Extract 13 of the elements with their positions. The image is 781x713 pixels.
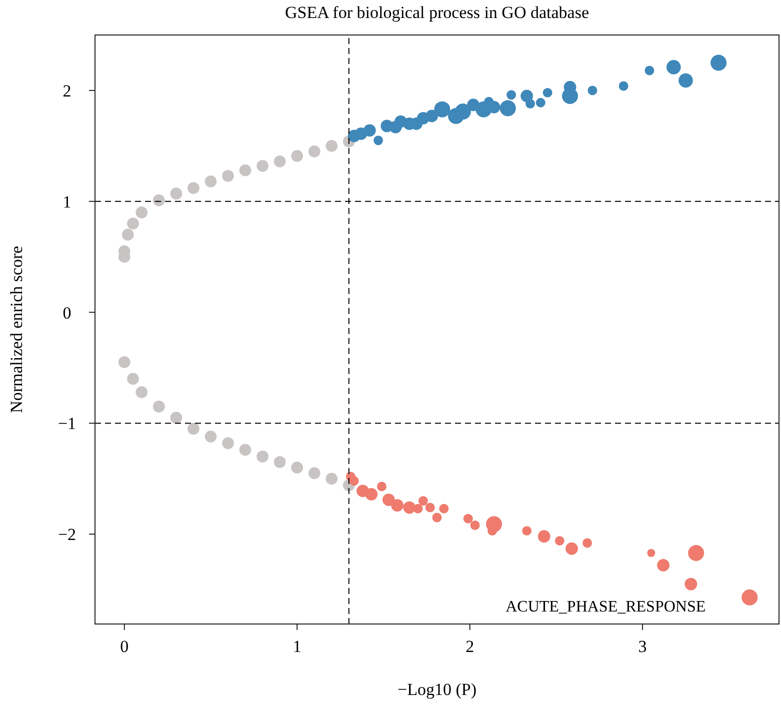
y-tick-label: −1 bbox=[58, 414, 76, 434]
x-axis-title: −Log10 (P) bbox=[398, 680, 476, 699]
x-tick-label: 2 bbox=[466, 637, 474, 656]
chart-title: GSEA for biological process in GO database bbox=[284, 3, 590, 22]
annotation: ACUTE_PHASE_RESPONSE bbox=[506, 598, 706, 616]
y-tick-label: 1 bbox=[62, 192, 72, 212]
y-tick-label: −2 bbox=[58, 525, 76, 544]
y-tick-label: 2 bbox=[62, 81, 72, 100]
y-axis-title: Normalized enrich score bbox=[7, 246, 26, 414]
x-tick-label: 1 bbox=[292, 637, 302, 656]
x-tick-label: 3 bbox=[638, 637, 647, 656]
y-tick-label: 0 bbox=[62, 303, 72, 322]
x-tick-label: 0 bbox=[120, 637, 129, 656]
